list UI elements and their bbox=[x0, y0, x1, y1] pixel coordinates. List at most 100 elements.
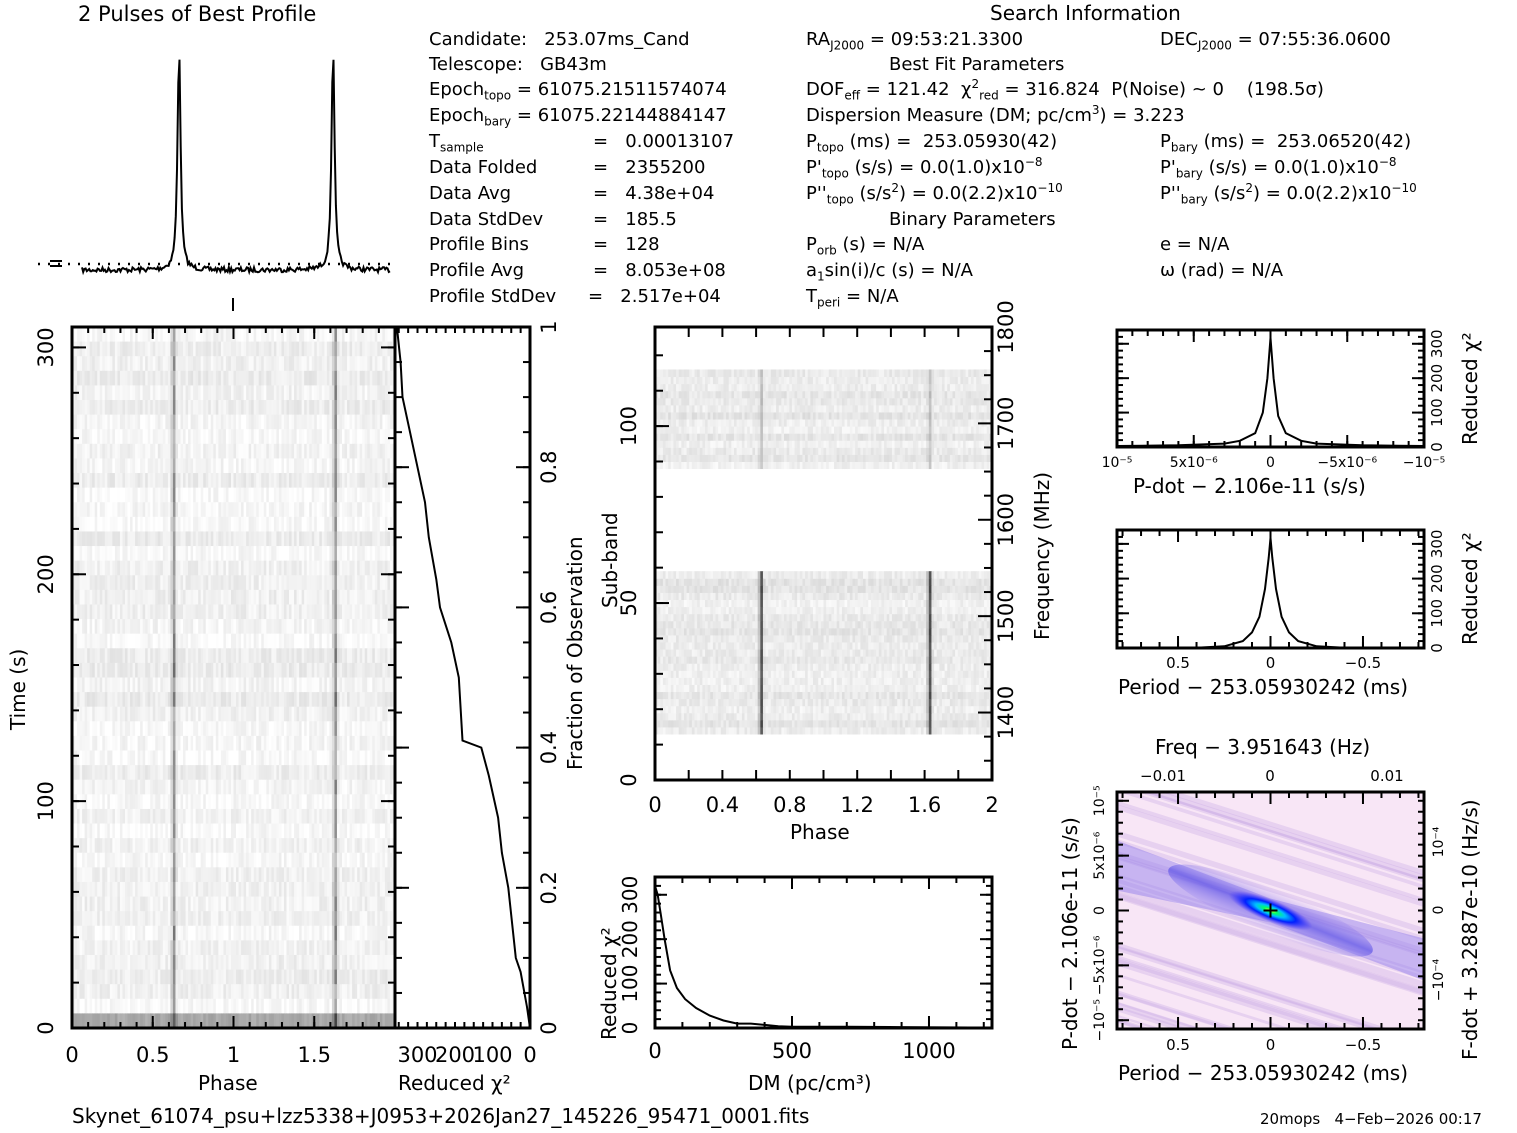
heatmap-cell bbox=[210, 560, 214, 576]
heatmap-cell bbox=[276, 575, 280, 591]
heatmap-cell bbox=[84, 546, 88, 562]
heatmap-cell bbox=[135, 633, 139, 649]
heatmap-cell bbox=[205, 852, 209, 868]
heatmap-cell bbox=[195, 575, 199, 591]
heatmap-cell bbox=[132, 487, 136, 503]
heatmap-cell bbox=[357, 341, 361, 357]
heatmap-cell bbox=[286, 429, 290, 445]
heatmap-cell bbox=[342, 808, 346, 825]
heatmap-cell bbox=[220, 458, 224, 474]
heatmap-cell bbox=[213, 589, 217, 605]
heatmap-cell bbox=[208, 341, 212, 357]
heatmap-cell bbox=[82, 633, 86, 649]
heatmap-cell bbox=[203, 867, 207, 883]
heatmap-cell bbox=[213, 677, 217, 693]
heatmap-cell bbox=[377, 487, 381, 503]
heatmap-cell bbox=[79, 692, 83, 708]
heatmap-cell bbox=[278, 750, 282, 766]
heatmap-cell bbox=[319, 677, 323, 693]
heatmap-cell bbox=[183, 487, 187, 503]
heatmap-cell bbox=[251, 750, 255, 766]
heatmap-cell bbox=[251, 808, 255, 825]
heatmap-cell bbox=[364, 429, 368, 445]
heatmap-cell bbox=[72, 735, 76, 752]
heatmap-cell bbox=[190, 327, 194, 343]
heatmap-cell bbox=[253, 619, 257, 635]
heatmap-cell bbox=[283, 414, 287, 430]
heatmap-cell bbox=[102, 867, 106, 883]
heatmap-cell bbox=[87, 779, 91, 795]
heatmap-cell bbox=[180, 531, 184, 547]
heatmap-cell bbox=[331, 473, 335, 489]
heatmap-cell bbox=[185, 327, 189, 343]
heatmap-cell bbox=[276, 531, 280, 547]
heatmap-cell bbox=[137, 662, 141, 678]
heatmap-cell bbox=[218, 400, 222, 416]
heatmap-cell bbox=[253, 852, 257, 868]
heatmap-cell bbox=[170, 779, 174, 795]
heatmap-cell bbox=[369, 546, 373, 562]
heatmap-cell bbox=[364, 560, 368, 576]
heatmap-cell bbox=[329, 823, 333, 839]
heatmap-cell bbox=[379, 852, 383, 868]
heatmap-cell bbox=[253, 794, 257, 810]
heatmap-cell bbox=[84, 779, 88, 795]
heatmap-cell bbox=[205, 648, 209, 664]
heatmap-cell bbox=[200, 823, 204, 839]
heatmap-cell bbox=[180, 502, 184, 518]
heatmap-cell bbox=[92, 443, 96, 459]
heatmap-cell bbox=[319, 852, 323, 868]
heatmap-cell bbox=[220, 648, 224, 664]
heatmap-cell bbox=[326, 516, 330, 532]
heatmap-cell bbox=[364, 765, 368, 781]
heatmap-cell bbox=[130, 385, 134, 401]
heatmap-cell bbox=[109, 487, 113, 503]
heatmap-cell bbox=[339, 750, 343, 766]
heatmap-cell bbox=[329, 662, 333, 678]
heatmap-cell bbox=[233, 487, 237, 503]
heatmap-cell bbox=[79, 604, 83, 620]
heatmap-cell bbox=[200, 443, 204, 459]
heatmap-cell bbox=[172, 867, 176, 883]
heatmap-cell bbox=[140, 546, 144, 562]
heatmap-cell bbox=[299, 692, 303, 708]
heatmap-cell bbox=[213, 458, 217, 474]
heatmap-cell bbox=[289, 765, 293, 781]
heatmap-cell bbox=[266, 356, 270, 372]
heatmap-cell bbox=[145, 473, 149, 489]
heatmap-cell bbox=[379, 429, 383, 445]
heatmap-cell bbox=[230, 589, 234, 605]
heatmap-cell bbox=[339, 487, 343, 503]
heatmap-cell bbox=[291, 502, 295, 518]
heatmap-cell bbox=[271, 823, 275, 839]
heatmap-cell bbox=[344, 516, 348, 532]
heatmap-cell bbox=[114, 838, 118, 854]
heatmap-cell bbox=[177, 341, 182, 357]
heatmap-cell bbox=[109, 750, 113, 766]
heatmap-cell bbox=[369, 327, 373, 343]
heatmap-cell bbox=[387, 429, 391, 445]
heatmap-cell bbox=[135, 341, 139, 357]
heatmap-cell bbox=[215, 370, 219, 386]
heatmap-cell bbox=[180, 852, 184, 868]
heatmap-cell bbox=[314, 808, 318, 825]
heatmap-cell bbox=[205, 370, 209, 386]
heatmap-cell bbox=[193, 589, 197, 605]
heatmap-cell bbox=[241, 838, 245, 854]
heatmap-cell bbox=[266, 370, 270, 386]
heatmap-cell bbox=[152, 575, 156, 591]
heatmap-cell bbox=[165, 516, 169, 532]
heatmap-cell bbox=[382, 487, 386, 503]
heatmap-cell bbox=[256, 531, 260, 547]
heatmap-cell bbox=[306, 546, 310, 562]
heatmap-cell bbox=[102, 808, 106, 825]
heatmap-cell bbox=[369, 765, 373, 781]
heatmap-cell bbox=[367, 808, 371, 825]
heatmap-cell bbox=[352, 648, 356, 664]
heatmap-cell bbox=[301, 502, 305, 518]
heatmap-cell bbox=[140, 765, 144, 781]
heatmap-cell bbox=[218, 546, 222, 562]
heatmap-cell bbox=[347, 356, 351, 372]
heatmap-cell bbox=[367, 867, 371, 883]
heatmap-cell bbox=[294, 852, 298, 868]
